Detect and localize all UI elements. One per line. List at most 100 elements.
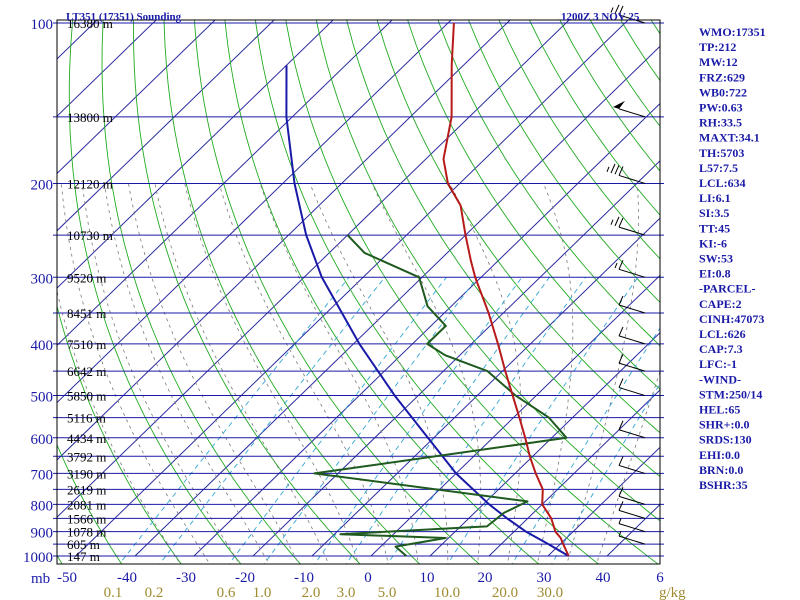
temperature-tick-label: 6 xyxy=(656,570,664,586)
moist-adiabat-line xyxy=(371,183,482,564)
wind-barb xyxy=(618,420,646,439)
isotherm-line xyxy=(429,332,660,557)
moist-adiabat-line xyxy=(81,183,240,564)
temperature-tick-label: -20 xyxy=(235,570,255,586)
isotherm-line xyxy=(488,389,660,557)
temperature-tick-label: 40 xyxy=(596,570,611,586)
pressure-tick-label: 400 xyxy=(31,338,54,354)
mixing-ratio-tick-label: 2.0 xyxy=(302,585,321,600)
wind-barb-tick xyxy=(618,378,624,388)
dry-adiabat-line xyxy=(194,20,480,564)
height-label: 2619 m xyxy=(67,482,106,497)
background-grid xyxy=(57,0,800,567)
wind-barb-tick xyxy=(610,163,616,174)
dry-adiabat-line xyxy=(57,443,123,564)
height-label: 10730 m xyxy=(67,228,113,243)
wind-barb-shaft xyxy=(618,108,646,118)
wind-barb-tick xyxy=(618,166,624,176)
wind-barb-shaft xyxy=(618,268,646,278)
temperature-tick-label: -30 xyxy=(176,570,196,586)
temperature-tick-label: -50 xyxy=(57,570,77,586)
height-label: 3792 m xyxy=(67,449,106,464)
isotherm-line xyxy=(311,217,660,557)
wind-barb-tick xyxy=(618,420,624,430)
isotherm-line xyxy=(57,20,157,117)
moist-adiabat-line xyxy=(154,183,329,564)
parcel-path-line xyxy=(285,65,570,557)
isotherm-line xyxy=(370,274,660,557)
wind-barb-shaft xyxy=(618,335,646,345)
isobar-lines xyxy=(53,22,664,557)
isotherm-line xyxy=(57,20,570,518)
height-label: 16380 m xyxy=(67,16,113,31)
sounding-profiles xyxy=(285,22,570,557)
dry-adiabat-line xyxy=(254,20,600,564)
isotherm-line xyxy=(666,0,800,556)
wind-barb-shaft xyxy=(618,174,646,184)
mixing-ratio-axis: 0.1 0.2 0.6 1.0 2.0 3.0 5.0 10.0 20.0 30.0 xyxy=(104,585,564,600)
isotherm-line xyxy=(725,0,800,556)
mixing-ratio-line xyxy=(387,277,586,564)
dry-adiabat-line xyxy=(650,20,660,35)
dry-adiabat-line xyxy=(559,20,660,172)
isotherm-line xyxy=(57,20,452,404)
height-label: 12120 m xyxy=(67,176,113,191)
temperature-tick-label: 0 xyxy=(364,570,372,586)
wind-barb-shaft xyxy=(618,495,646,505)
dry-adiabat-line xyxy=(589,20,660,127)
dry-adiabat-line xyxy=(787,0,800,567)
isotherm-line xyxy=(57,20,216,175)
mixing-ratio-line xyxy=(158,277,386,564)
dry-adiabat-line xyxy=(57,304,182,564)
mixing-ratio-line xyxy=(551,383,660,564)
dry-adiabat-line xyxy=(727,0,800,567)
mixing-ratio-tick-label: 5.0 xyxy=(378,585,397,600)
isotherm-line xyxy=(252,160,660,557)
wind-barb xyxy=(610,4,646,24)
wind-barb-shaft xyxy=(618,14,646,24)
wind-barb xyxy=(618,295,646,314)
moist-adiabat-line xyxy=(218,183,389,564)
dry-adiabat-line xyxy=(315,20,660,522)
mixing-ratio-line xyxy=(118,277,350,564)
height-label: 13800 m xyxy=(67,110,113,125)
wind-barb-shaft xyxy=(618,387,646,397)
wind-barb-shaft xyxy=(618,429,646,439)
moist-adiabat-line xyxy=(104,183,270,564)
wind-barb xyxy=(618,353,646,372)
wind-barb xyxy=(618,456,646,474)
temperature-tick-label: 10 xyxy=(420,570,435,586)
wind-barb-shaft xyxy=(618,464,646,474)
height-label: 1566 m xyxy=(67,511,106,526)
dry-adiabat-line xyxy=(101,20,301,564)
mixing-ratio-tick-label: 0.6 xyxy=(217,585,236,600)
wind-barb xyxy=(618,518,646,533)
isotherm-line xyxy=(134,45,660,557)
mixing-ratio-line xyxy=(511,327,660,564)
wind-barb xyxy=(610,216,646,236)
isotherm-line xyxy=(547,446,660,557)
wind-barbs xyxy=(606,4,646,545)
wind-barb xyxy=(618,530,646,545)
wind-barb xyxy=(618,378,646,397)
moist-adiabat-line xyxy=(309,183,449,564)
mixing-ratio-line xyxy=(345,277,550,564)
wind-barb-tick xyxy=(614,4,620,14)
wind-barb xyxy=(614,260,646,278)
temperature-axis: -50 -40 -30 -20 -10 0 10 20 30 40 6 xyxy=(57,570,664,586)
dry-adiabat-line xyxy=(376,20,660,434)
pressure-tick-label: 300 xyxy=(31,271,54,287)
moist-adiabat-line xyxy=(184,183,359,564)
height-label: 2081 m xyxy=(67,497,106,512)
wind-barb-tick xyxy=(614,216,620,227)
mixing-ratio-tick-label: 0.1 xyxy=(104,585,123,600)
height-label: 3190 m xyxy=(67,466,106,481)
pressure-tick-label: 1000 xyxy=(23,550,53,566)
wind-barb-tick xyxy=(618,456,624,466)
wind-barb-shaft xyxy=(618,304,646,314)
height-label: 605 m xyxy=(67,537,100,552)
plot-frame xyxy=(56,19,661,565)
wind-barb-half-tick xyxy=(610,219,614,225)
mixing-ratio-tick-label: 1.0 xyxy=(253,585,272,600)
wind-barb-tick xyxy=(618,295,624,306)
